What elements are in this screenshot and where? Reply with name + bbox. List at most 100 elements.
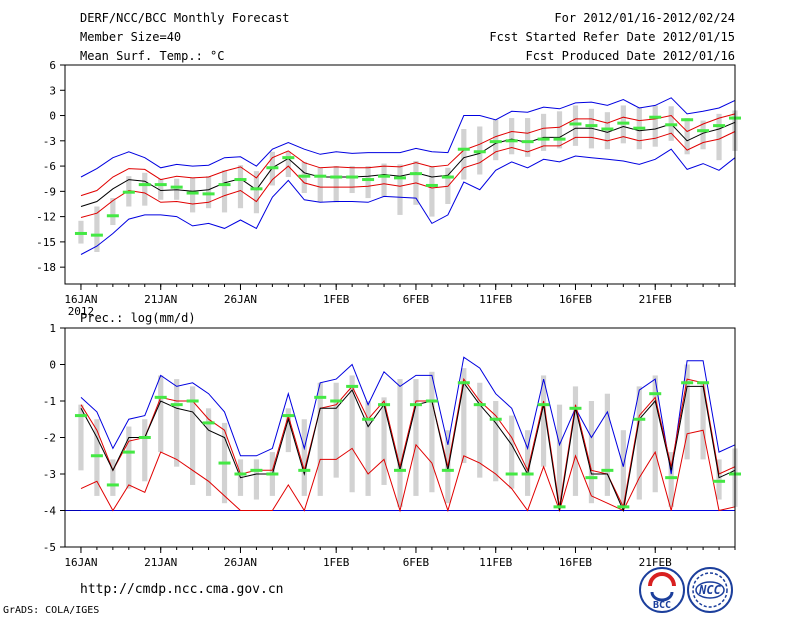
box-day-22	[429, 371, 435, 493]
box-day-17	[349, 166, 355, 194]
box-day-31	[572, 105, 579, 146]
box-day-11	[253, 171, 260, 214]
median-marker-day-19	[378, 174, 391, 178]
x-tick-label: 6FEB	[403, 293, 430, 306]
y-tick-label: 0	[49, 359, 56, 372]
box-day-15	[317, 382, 323, 496]
median-marker-day-1	[90, 233, 103, 237]
y-tick-label: 3	[49, 84, 56, 97]
x-tick-label: 11FEB	[479, 556, 512, 569]
box-day-30	[556, 111, 563, 149]
grads-credit: GrADS: COLA/IGES	[3, 605, 100, 616]
y-tick-label: -3	[43, 468, 56, 481]
median-marker-day-5	[154, 395, 167, 399]
box-day-40	[716, 113, 722, 161]
y-tick-label: 1	[49, 322, 56, 335]
median-marker-day-30	[553, 505, 566, 509]
source-url: http://cmdp.ncc.cma.gov.cn	[80, 582, 284, 597]
temperature-panel-title: Mean Surf. Temp.: °C	[80, 49, 225, 63]
median-marker-day-37	[665, 476, 678, 480]
y-tick-label: 0	[49, 110, 56, 123]
median-marker-day-32	[585, 124, 598, 128]
median-marker-day-36	[649, 392, 662, 396]
box-day-8	[205, 408, 212, 496]
box-day-5	[158, 375, 164, 453]
box-day-8	[205, 176, 212, 209]
precipitation-panel-title: Prec.: log(mm/d)	[80, 311, 196, 325]
median-marker-day-8	[202, 192, 215, 196]
median-marker-day-39	[697, 129, 710, 133]
median-marker-day-1	[90, 454, 103, 458]
x-tick-label: 11FEB	[479, 293, 512, 306]
median-marker-day-17	[346, 175, 359, 179]
box-day-34	[620, 430, 626, 507]
box-day-33	[604, 393, 610, 496]
median-marker-day-25	[473, 150, 486, 154]
median-marker-day-36	[649, 115, 662, 119]
median-marker-day-35	[633, 126, 646, 130]
box-day-38	[684, 364, 690, 460]
box-day-7	[190, 386, 196, 485]
box-day-18	[365, 401, 371, 496]
box-day-29	[540, 113, 547, 151]
median-marker-day-9	[218, 183, 231, 187]
median-marker-day-38	[681, 381, 694, 385]
box-day-9	[221, 170, 228, 213]
median-marker-day-9	[218, 461, 231, 465]
median-marker-day-13	[282, 414, 295, 418]
box-day-28	[525, 430, 531, 496]
median-marker-day-40	[713, 124, 726, 128]
member-size-label: Member Size=40	[80, 30, 182, 44]
median-marker-day-15	[314, 174, 327, 178]
median-marker-day-6	[170, 403, 183, 407]
median-marker-day-3	[122, 450, 135, 454]
median-marker-day-15	[314, 395, 327, 399]
median-marker-day-24	[457, 147, 470, 151]
chart-title: DERF/NCC/BCC Monthly Forecast	[80, 11, 290, 25]
box-day-25	[477, 382, 483, 478]
median-marker-day-21	[409, 403, 422, 407]
median-marker-day-8	[202, 421, 215, 425]
median-marker-day-33	[601, 127, 614, 131]
box-day-36	[652, 375, 658, 493]
y-tick-label: -9	[43, 185, 56, 198]
x-tick-label: 16FEB	[559, 556, 592, 569]
median-marker-day-23	[441, 175, 454, 179]
box-day-22	[429, 166, 435, 217]
median-marker-day-14	[298, 468, 311, 472]
x-tick-label: 1FEB	[323, 556, 350, 569]
median-marker-day-0	[74, 414, 87, 418]
median-marker-day-19	[378, 403, 391, 407]
median-marker-day-35	[633, 417, 646, 421]
box-day-39	[700, 120, 706, 150]
median-marker-day-28	[521, 472, 534, 476]
bcc-logo: BCC	[639, 567, 685, 613]
y-tick-label: -1	[43, 395, 56, 408]
median-marker-day-14	[298, 174, 311, 178]
box-day-4	[142, 172, 148, 206]
x-tick-label: 26JAN	[224, 293, 257, 306]
x-tick-label: 26JAN	[224, 556, 257, 569]
median-marker-day-31	[569, 122, 582, 126]
x-tick-label: 1FEB	[323, 293, 350, 306]
median-marker-day-17	[346, 384, 359, 388]
box-day-27	[509, 415, 515, 489]
median-marker-day-10	[234, 472, 247, 476]
median-marker-day-6	[170, 185, 183, 189]
box-day-19	[381, 163, 387, 197]
box-day-16	[333, 382, 339, 478]
box-day-2	[110, 459, 116, 496]
box-day-24	[461, 368, 467, 464]
median-marker-day-28	[521, 140, 534, 144]
median-marker-day-39	[697, 381, 710, 385]
max-line	[80, 356, 736, 475]
box-day-1	[94, 419, 100, 496]
median-marker-day-0	[74, 231, 87, 235]
median-marker-day-22	[425, 399, 438, 403]
median-marker-day-30	[553, 137, 566, 141]
median-marker-day-20	[394, 176, 406, 180]
x-tick-year-label: 2012	[68, 568, 95, 570]
median-marker-day-29	[537, 403, 550, 407]
median-marker-day-26	[489, 140, 502, 144]
